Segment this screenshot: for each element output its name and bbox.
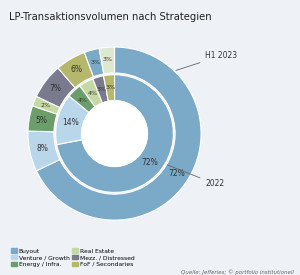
Circle shape (82, 101, 147, 166)
Text: 7%: 7% (50, 84, 62, 93)
Text: Quelle: Jefferies; © portfolio institutionell: Quelle: Jefferies; © portfolio instituti… (181, 269, 294, 275)
Wedge shape (80, 79, 102, 107)
Legend: Buyout, Venture / Growth, Energy / Infra., Real Estate, Mezz. / Distressed, FoF : Buyout, Venture / Growth, Energy / Infra… (9, 246, 137, 269)
Wedge shape (36, 47, 201, 220)
Text: 3%: 3% (103, 57, 113, 62)
Wedge shape (32, 96, 60, 114)
Wedge shape (103, 75, 115, 101)
Wedge shape (69, 86, 95, 113)
Text: 72%: 72% (169, 169, 185, 178)
Text: 2022: 2022 (167, 165, 224, 188)
Wedge shape (99, 47, 115, 74)
Wedge shape (28, 106, 57, 132)
Text: 2%: 2% (41, 103, 51, 108)
Text: 4%: 4% (78, 98, 88, 103)
Wedge shape (28, 131, 60, 171)
Text: 8%: 8% (36, 144, 48, 153)
Wedge shape (57, 75, 173, 192)
Wedge shape (36, 68, 75, 108)
Text: 14%: 14% (62, 118, 79, 127)
Text: 72%: 72% (142, 158, 158, 167)
Text: LP-Transaktionsvolumen nach Strategien: LP-Transaktionsvolumen nach Strategien (9, 12, 211, 22)
Text: 3%: 3% (105, 86, 115, 90)
Wedge shape (58, 53, 93, 88)
Text: 5%: 5% (36, 116, 48, 125)
Wedge shape (84, 48, 104, 77)
Text: 3%: 3% (97, 87, 107, 92)
Text: 3%: 3% (90, 60, 100, 65)
Wedge shape (93, 76, 108, 103)
Text: 6%: 6% (71, 65, 83, 74)
Text: H1 2023: H1 2023 (176, 51, 238, 70)
Text: 4%: 4% (87, 91, 98, 96)
Wedge shape (56, 96, 89, 145)
